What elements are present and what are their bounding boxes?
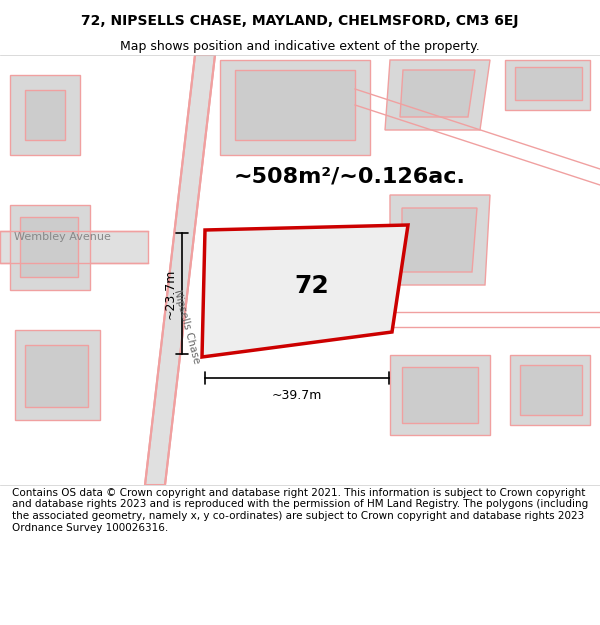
Text: Nipsells Chase: Nipsells Chase bbox=[172, 289, 202, 365]
Text: Wembley Avenue: Wembley Avenue bbox=[14, 232, 110, 242]
Polygon shape bbox=[15, 330, 100, 420]
Text: ~508m²/~0.126ac.: ~508m²/~0.126ac. bbox=[234, 167, 466, 187]
Polygon shape bbox=[390, 195, 490, 285]
Polygon shape bbox=[400, 70, 475, 117]
Text: 72, NIPSELLS CHASE, MAYLAND, CHELMSFORD, CM3 6EJ: 72, NIPSELLS CHASE, MAYLAND, CHELMSFORD,… bbox=[81, 14, 519, 28]
Polygon shape bbox=[235, 70, 355, 140]
Polygon shape bbox=[402, 367, 478, 423]
Polygon shape bbox=[520, 365, 582, 415]
Polygon shape bbox=[145, 55, 215, 485]
Polygon shape bbox=[0, 231, 148, 263]
Polygon shape bbox=[202, 225, 408, 357]
Polygon shape bbox=[402, 208, 477, 272]
Polygon shape bbox=[390, 355, 490, 435]
Text: Map shows position and indicative extent of the property.: Map shows position and indicative extent… bbox=[120, 39, 480, 52]
Polygon shape bbox=[385, 60, 490, 130]
Text: ~23.7m: ~23.7m bbox=[164, 268, 177, 319]
Polygon shape bbox=[25, 90, 65, 140]
Polygon shape bbox=[25, 345, 88, 407]
Polygon shape bbox=[515, 67, 582, 100]
Polygon shape bbox=[220, 60, 370, 155]
Polygon shape bbox=[510, 355, 590, 425]
Polygon shape bbox=[20, 217, 78, 277]
Text: ~39.7m: ~39.7m bbox=[272, 389, 322, 402]
Text: 72: 72 bbox=[295, 274, 329, 298]
Polygon shape bbox=[10, 205, 90, 290]
Polygon shape bbox=[10, 75, 80, 155]
Polygon shape bbox=[505, 60, 590, 110]
Text: Contains OS data © Crown copyright and database right 2021. This information is : Contains OS data © Crown copyright and d… bbox=[12, 488, 588, 532]
